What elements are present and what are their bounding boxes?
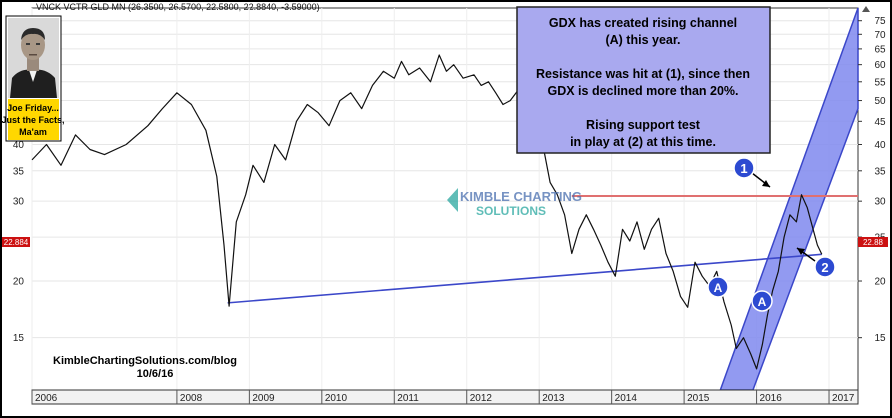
- x-tick-label: 2012: [470, 393, 493, 404]
- caption-line-1: Joe Friday...: [7, 103, 59, 113]
- y-tick-label: 40: [874, 140, 886, 151]
- y-tick-label: 50: [874, 96, 886, 107]
- y-tick-label: 45: [874, 117, 886, 128]
- scroll-up-icon[interactable]: [862, 6, 870, 12]
- x-tick-label: 2014: [615, 393, 638, 404]
- marker-1-label: 1: [740, 161, 747, 176]
- x-axis: 2006 2008 2009 2010 2011 2012 2013 2014 2015 2016…: [31, 389, 859, 405]
- credit-date: 10/6/16: [137, 368, 174, 380]
- x-tick-label: 2009: [252, 393, 275, 404]
- y-tick-label: 60: [874, 60, 886, 71]
- y-tick-label: 65: [874, 44, 886, 55]
- channel-marker-a-1: [707, 276, 729, 298]
- caption-line-3: Ma'am: [19, 127, 47, 137]
- support-line: [227, 253, 822, 304]
- photo-panel: Joe Friday... Just the Facts, Ma'am: [1, 15, 65, 142]
- y-tick-label: 20: [874, 277, 886, 288]
- credit-site: KimbleChartingSolutions.com/blog: [53, 355, 237, 367]
- y-axis: 757065605550454040353530302520201515: [13, 16, 886, 344]
- price-tag-right: 22.88: [858, 237, 888, 247]
- y-tick-label: 55: [874, 77, 886, 88]
- header-text: VNCK VCTR GLD MN (26.3500, 26.5700, 22.5…: [36, 2, 320, 12]
- annotation-line: Resistance was hit at (1), since then: [536, 67, 750, 81]
- reference-lines-layer: [227, 194, 858, 304]
- annotation-line: (A) this year.: [605, 33, 680, 47]
- annotation-line: in play at (2) at this time.: [570, 135, 716, 149]
- y-tick-label-left: 15: [13, 333, 25, 344]
- marker-2-label: 2: [821, 260, 828, 275]
- caption-line-2: Just the Facts,: [1, 115, 64, 125]
- y-tick-label: 35: [874, 166, 886, 177]
- x-tick-label: 2015: [687, 393, 710, 404]
- marker-1-arrowhead-icon: [762, 180, 770, 187]
- marker-1-circle: [733, 157, 755, 179]
- marker-2-circle: [814, 256, 836, 278]
- annotation-box: GDX has created rising channel (A) this y…: [516, 6, 771, 154]
- annotation-line: GDX has created rising channel: [549, 16, 737, 30]
- channel-marker-a-2-label: A: [758, 295, 767, 309]
- marker-2-arrowhead-icon: [797, 248, 805, 255]
- caption-box: [8, 99, 59, 140]
- portrait-icon: [10, 28, 57, 98]
- channel-marker-a-2: [751, 290, 773, 312]
- x-tick-label: 2010: [325, 393, 348, 404]
- watermark-logo-icon: [447, 188, 458, 212]
- y-tick-label-left: 30: [13, 197, 25, 208]
- watermark-line2: SOLUTIONS: [476, 204, 546, 218]
- y-tick-label-left: 35: [13, 166, 25, 177]
- y-tick-label: 70: [874, 30, 886, 41]
- x-tick-label: 2006: [35, 393, 58, 404]
- annotation-line: Rising support test: [586, 118, 701, 132]
- x-tick-label: 2013: [542, 393, 565, 404]
- watermark-line1: KIMBLE CHARTING: [460, 189, 582, 204]
- price-tag-right-text: 22.88: [863, 238, 884, 247]
- y-tick-label: 15: [874, 333, 886, 344]
- price-tag-left-text: 22.884: [4, 238, 29, 247]
- annotation-background: [516, 6, 771, 154]
- x-tick-label: 2016: [760, 393, 783, 404]
- x-axis-band: [31, 389, 859, 405]
- x-tick-label: 2011: [397, 393, 419, 404]
- y-tick-label-left: 20: [13, 277, 25, 288]
- y-tick-label: 75: [874, 16, 886, 27]
- price-tag-left: 22.884: [2, 237, 30, 247]
- markers-layer: 1 2 A A: [707, 157, 836, 312]
- y-tick-label-left: 40: [13, 140, 25, 151]
- price-tag-right-bg: [858, 237, 888, 247]
- y-tick-label: 30: [874, 197, 886, 208]
- watermark: KIMBLE CHARTING SOLUTIONS: [447, 188, 582, 218]
- x-tick-label: 2017: [832, 393, 855, 404]
- annotation-line: GDX is declined more than 20%.: [547, 84, 738, 98]
- x-tick-label: 2008: [180, 393, 203, 404]
- price-tag-left-bg: [2, 237, 30, 247]
- channel-marker-a-1-label: A: [714, 281, 723, 295]
